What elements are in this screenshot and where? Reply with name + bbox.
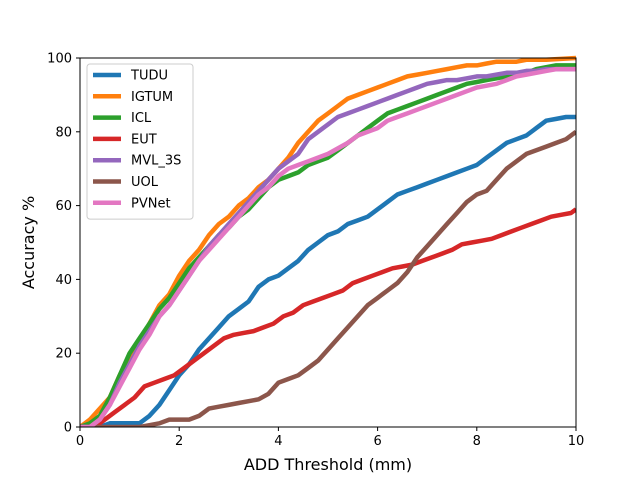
x-tick-label: 4 (274, 434, 282, 449)
y-tick-label: 60 (55, 199, 72, 214)
plot-lines (80, 55, 576, 427)
legend-entry: PVNet (131, 196, 171, 211)
legend-entry: TUDU (130, 69, 168, 84)
series-line-eut (80, 207, 576, 427)
y-tick-label: 80 (55, 125, 72, 140)
x-tick-label: 6 (373, 434, 381, 449)
y-tick-label: 0 (64, 421, 72, 436)
legend-entry: EUT (131, 132, 157, 147)
legend-entry: IGTUM (131, 90, 173, 105)
x-axis-label: ADD Threshold (mm) (244, 455, 412, 474)
x-tick-label: 8 (473, 434, 481, 449)
x-axis-ticks: 0 2 4 6 8 10 (76, 427, 584, 449)
y-tick-label: 20 (55, 347, 72, 362)
y-axis-label: Accuracy % (19, 196, 38, 289)
plot-frame (79, 57, 577, 428)
series-line-pvnet (80, 66, 576, 427)
x-tick-label: 2 (175, 434, 183, 449)
x-tick-label: 10 (568, 434, 585, 449)
series-line-uol (80, 129, 576, 427)
legend-entry: UOL (131, 175, 159, 190)
legend-entry: MVL_3S (131, 154, 181, 169)
legend: TUDU IGTUM ICL EUT MVL_3S UOL PVNet (86, 63, 194, 220)
y-axis-ticks: 0 20 40 60 80 100 (47, 52, 80, 436)
y-tick-label: 100 (47, 52, 72, 67)
series-line-icl (80, 63, 576, 427)
legend-entry: ICL (131, 111, 152, 126)
x-tick-label: 0 (76, 434, 84, 449)
y-tick-label: 40 (55, 273, 72, 288)
